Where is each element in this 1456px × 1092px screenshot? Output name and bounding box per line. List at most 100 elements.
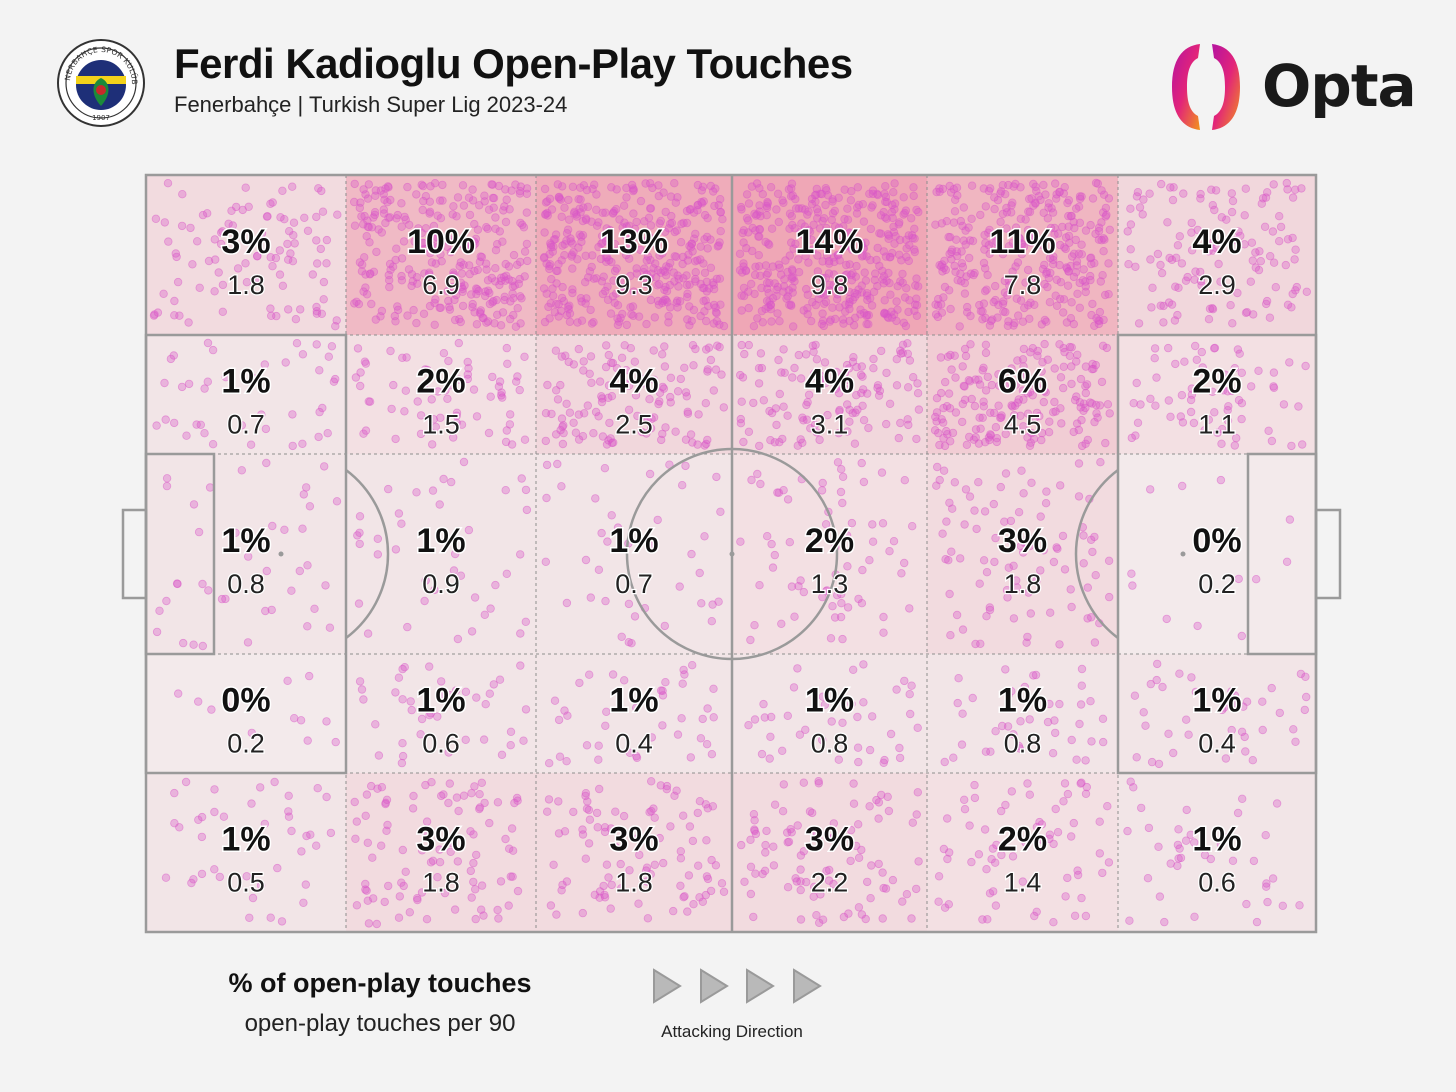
touch-dot: [363, 222, 372, 231]
touch-dot: [757, 306, 767, 316]
touch-dot: [907, 214, 916, 223]
touch-dot: [439, 474, 448, 484]
touch-dot: [909, 191, 918, 201]
touch-dot: [772, 205, 781, 214]
touch-dot: [592, 221, 602, 230]
touch-dot: [958, 262, 968, 272]
touch-dot: [659, 188, 668, 197]
touch-dot: [494, 914, 503, 923]
touch-dot: [1267, 683, 1276, 693]
heat-cell: [146, 335, 346, 454]
touch-dot: [1058, 222, 1067, 232]
touch-dot: [783, 883, 793, 892]
touch-dot: [626, 271, 635, 281]
touch-dot: [941, 265, 950, 275]
touch-dot: [472, 320, 482, 329]
touch-dot: [700, 268, 710, 277]
left-goal: [121, 508, 148, 600]
touch-dot: [268, 198, 277, 207]
touch-dot: [283, 676, 292, 685]
touch-dot: [804, 258, 813, 267]
touch-dot: [425, 197, 434, 206]
touch-dot: [784, 286, 793, 295]
touch-dot: [1274, 211, 1284, 221]
touch-dot: [701, 399, 710, 408]
touch-dot: [350, 221, 360, 230]
touch-dot: [1209, 344, 1219, 353]
touch-dot: [1160, 917, 1169, 927]
touch-dot: [499, 272, 509, 282]
touch-dot: [1067, 343, 1076, 352]
touch-dot: [746, 862, 756, 871]
touch-dot: [649, 346, 658, 355]
touch-dot: [660, 362, 670, 371]
touch-dot: [1261, 831, 1270, 840]
touch-dot: [1180, 357, 1189, 366]
touch-dot: [892, 316, 901, 326]
touch-dot: [847, 186, 856, 196]
touch-dot: [880, 296, 889, 305]
touch-dot: [595, 377, 605, 386]
touch-dot: [896, 349, 906, 358]
touch-dot: [391, 255, 400, 265]
touch-dot: [749, 912, 758, 922]
touch-dot: [967, 181, 977, 190]
touch-dot: [1167, 255, 1177, 264]
touch-dot: [557, 886, 566, 895]
touch-dot: [507, 824, 517, 833]
touch-dot: [746, 635, 755, 645]
touch-dot: [1020, 303, 1029, 313]
touch-dot: [910, 245, 919, 254]
touch-dot: [829, 270, 839, 279]
touch-dot: [488, 372, 497, 382]
touch-dot: [374, 225, 383, 234]
touch-dot: [679, 893, 688, 902]
touch-dot: [914, 282, 923, 291]
touch-dot: [663, 298, 672, 307]
touch-dot: [1164, 298, 1174, 307]
touch-dot: [676, 854, 686, 863]
touch-dot: [1301, 672, 1310, 681]
touch-dot: [1164, 396, 1173, 405]
touch-dot: [963, 308, 972, 317]
legend-secondary: open-play touches per 90: [244, 1010, 516, 1037]
touch-dot: [469, 385, 479, 394]
touch-dot: [1269, 368, 1279, 377]
touch-dot: [706, 355, 716, 365]
touch-dot: [912, 810, 921, 819]
touch-dot: [1237, 794, 1247, 803]
touch-dot: [938, 529, 947, 538]
touch-dot: [642, 256, 651, 265]
touch-dot: [557, 212, 566, 221]
touch-dot: [658, 691, 668, 700]
touch-dot: [878, 266, 887, 276]
touch-dot: [868, 712, 877, 721]
touch-dot: [700, 235, 709, 244]
touch-dot: [753, 469, 762, 479]
cell-per90: 1.5: [422, 410, 460, 440]
touch-dot: [1001, 307, 1010, 317]
touch-dot: [1294, 402, 1303, 411]
touch-dot: [459, 457, 469, 467]
touch-dot: [653, 266, 663, 275]
touch-dot: [620, 341, 629, 350]
touch-dot: [932, 417, 941, 426]
cell-percentage: 2%: [1192, 363, 1241, 401]
touch-dot: [253, 276, 263, 285]
touch-dot: [303, 561, 312, 570]
touch-dot: [1282, 557, 1292, 566]
touch-dot: [1100, 290, 1110, 300]
touch-dot: [1285, 515, 1295, 524]
touch-dot: [409, 791, 418, 801]
touch-dot: [1067, 362, 1076, 371]
touch-dot: [685, 241, 694, 251]
touch-dot: [972, 524, 981, 534]
touch-dot: [1301, 361, 1310, 371]
touch-dot: [377, 306, 387, 316]
touch-dot: [242, 278, 252, 287]
touch-dot: [759, 699, 768, 709]
touch-dot: [765, 240, 774, 249]
heat-cell: [536, 773, 732, 932]
touch-dot: [322, 259, 331, 268]
touch-dot: [991, 423, 1001, 432]
